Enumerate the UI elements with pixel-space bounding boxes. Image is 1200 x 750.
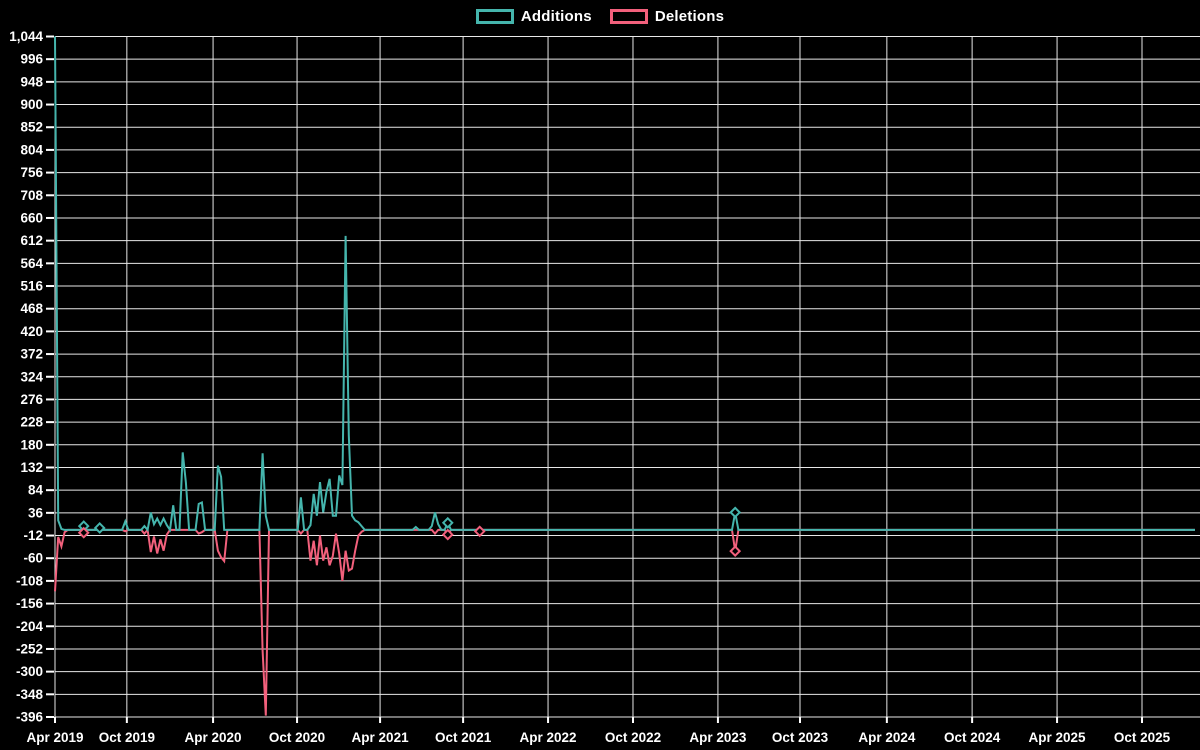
y-tick-label: 324 bbox=[20, 369, 43, 384]
x-tick-label: Apr 2023 bbox=[689, 730, 747, 745]
x-tick-label: Oct 2023 bbox=[772, 730, 829, 745]
y-tick-label: 84 bbox=[28, 483, 44, 498]
y-tick-label: 948 bbox=[20, 74, 43, 89]
x-tick-label: Oct 2019 bbox=[99, 730, 155, 745]
y-tick-label: -204 bbox=[16, 619, 44, 634]
y-tick-label: -396 bbox=[16, 710, 44, 725]
y-tick-label: -300 bbox=[16, 664, 43, 679]
y-tick-label: 420 bbox=[20, 324, 43, 339]
y-tick-label: -252 bbox=[16, 641, 43, 656]
y-tick-label: -348 bbox=[16, 687, 44, 702]
additions-point-marker bbox=[729, 506, 742, 519]
y-tick-label: 36 bbox=[28, 505, 44, 520]
additions-line bbox=[54, 36, 1195, 533]
x-tick-label: Oct 2021 bbox=[435, 730, 492, 745]
y-tick-label: -12 bbox=[23, 528, 43, 543]
x-tick-label: Apr 2020 bbox=[185, 730, 242, 745]
deletions-point-marker bbox=[729, 545, 742, 558]
y-tick-label: 516 bbox=[20, 279, 43, 294]
y-tick-label: 660 bbox=[20, 210, 43, 225]
deletions-point-marker bbox=[77, 526, 90, 539]
y-tick-label: 1,044 bbox=[9, 29, 43, 44]
y-tick-label: 564 bbox=[20, 256, 43, 271]
additions-point-marker bbox=[441, 516, 454, 529]
x-tick-label: Oct 2025 bbox=[1114, 730, 1171, 745]
legend-label-additions: Additions bbox=[520, 8, 592, 25]
y-tick-label: -108 bbox=[16, 573, 44, 588]
additions-point-marker bbox=[93, 522, 106, 534]
y-tick-label: 180 bbox=[20, 437, 43, 452]
y-tick-label: 468 bbox=[20, 301, 43, 316]
y-tick-label: -156 bbox=[16, 596, 44, 611]
y-tick-label: 372 bbox=[20, 347, 43, 362]
deletions-swatch bbox=[609, 9, 648, 24]
y-tick-label: 900 bbox=[20, 97, 43, 112]
y-tick-label: 852 bbox=[20, 120, 43, 135]
x-tick-label: Oct 2020 bbox=[269, 730, 325, 745]
x-tick-label: Apr 2022 bbox=[520, 730, 577, 745]
x-tick-label: Apr 2025 bbox=[1029, 730, 1087, 745]
chart-legend: Additions Deletions bbox=[0, 8, 1200, 25]
y-tick-label: 228 bbox=[20, 415, 43, 430]
x-tick-label: Apr 2024 bbox=[858, 730, 916, 745]
y-tick-label: -60 bbox=[23, 551, 43, 566]
additions-swatch bbox=[475, 9, 514, 24]
y-tick-label: 132 bbox=[20, 460, 43, 475]
y-tick-label: 996 bbox=[20, 52, 43, 67]
deletions-point-marker bbox=[473, 525, 486, 538]
y-tick-label: 612 bbox=[20, 233, 43, 248]
x-tick-label: Oct 2024 bbox=[944, 730, 1001, 745]
x-tick-label: Apr 2021 bbox=[352, 730, 410, 745]
x-tick-label: Oct 2022 bbox=[605, 730, 661, 745]
y-tick-label: 804 bbox=[20, 142, 43, 157]
y-tick-label: 708 bbox=[20, 188, 43, 203]
deletions-point-marker bbox=[441, 528, 454, 541]
y-tick-label: 276 bbox=[20, 392, 43, 407]
legend-item-deletions[interactable]: Deletions bbox=[609, 8, 725, 25]
y-tick-label: 756 bbox=[20, 165, 43, 180]
legend-item-additions[interactable]: Additions bbox=[475, 8, 592, 25]
x-tick-label: Apr 2019 bbox=[26, 730, 83, 745]
legend-label-deletions: Deletions bbox=[654, 8, 725, 25]
